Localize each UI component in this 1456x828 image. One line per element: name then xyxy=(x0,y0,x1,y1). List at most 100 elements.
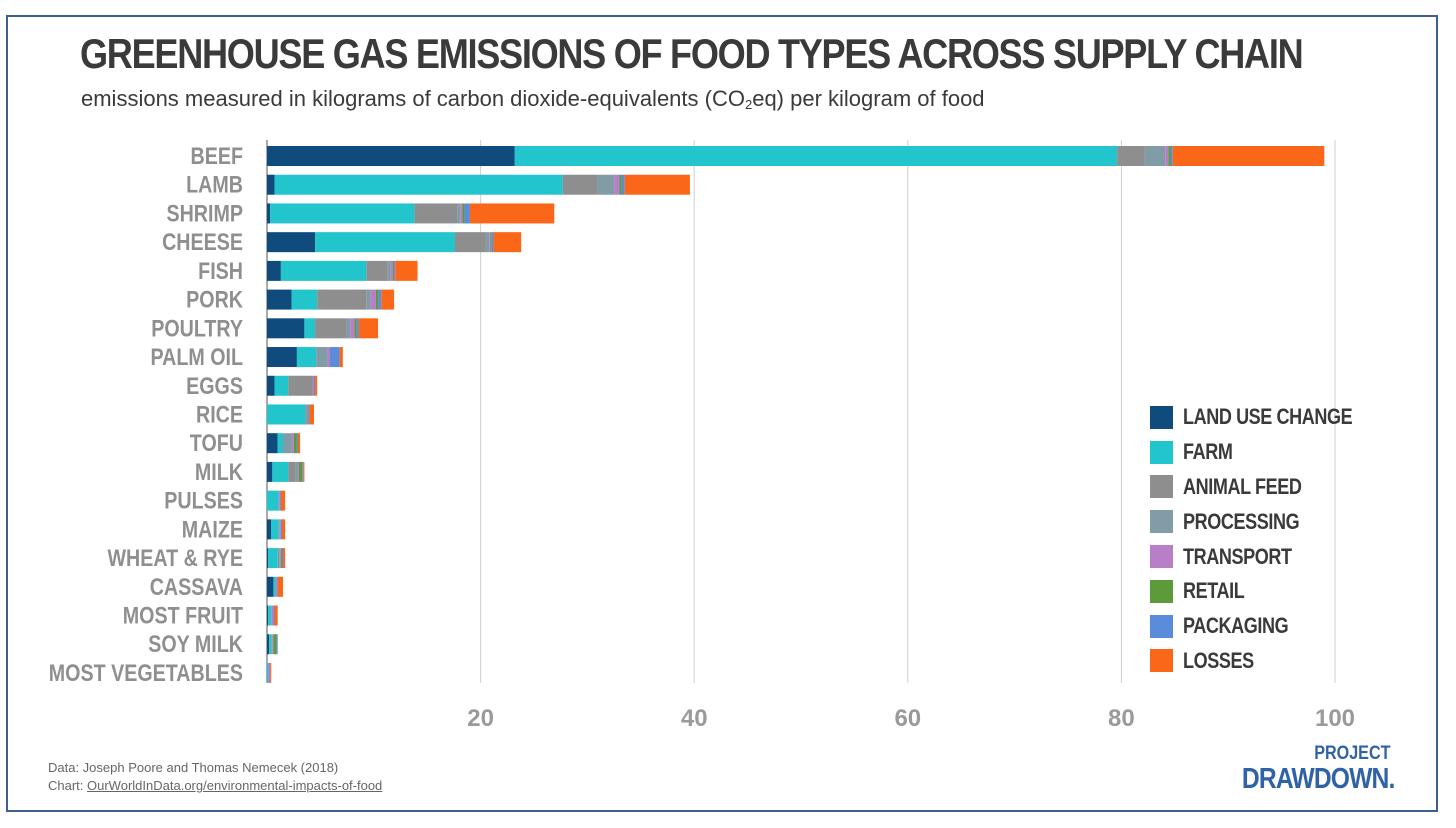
bar-segment xyxy=(358,318,379,339)
bar-segment xyxy=(267,433,278,454)
bar-segment xyxy=(299,461,303,482)
bar-segment xyxy=(1117,146,1145,166)
bar-segment xyxy=(288,375,313,396)
bar-segment xyxy=(381,289,395,310)
bar-segment xyxy=(275,576,277,597)
x-tick-label: 80 xyxy=(1108,705,1135,732)
bar-segment xyxy=(485,232,490,253)
bar-segment xyxy=(366,289,371,310)
bar-segment xyxy=(370,289,376,310)
bar-segment xyxy=(414,203,458,224)
chart-source: Chart: OurWorldInData.org/environmental-… xyxy=(48,777,382,795)
bar-segment xyxy=(493,232,522,253)
bar-segment xyxy=(267,174,275,195)
legend-item: ANIMAL FEED xyxy=(1150,470,1389,505)
bar-segment xyxy=(390,260,394,281)
bar-segment xyxy=(624,174,690,195)
bar-segment xyxy=(291,289,318,310)
bar-segment xyxy=(317,289,367,310)
y-category-label: RICE xyxy=(196,401,243,428)
bar-segment xyxy=(378,289,382,310)
legend-label: PACKAGING xyxy=(1183,613,1289,639)
bar-segment xyxy=(454,232,486,253)
bar-segment xyxy=(296,347,317,368)
chart-subtitle: emissions measured in kilograms of carbo… xyxy=(81,86,985,112)
chart-source-prefix: Chart: xyxy=(48,778,88,793)
bar-segment xyxy=(514,146,1118,166)
bar-segment xyxy=(366,260,388,281)
y-category-label: CHEESE xyxy=(162,228,243,255)
legend-item: TRANSPORT xyxy=(1150,539,1389,574)
bar-segment xyxy=(346,318,351,339)
bar-segment xyxy=(315,318,347,339)
bar-segment xyxy=(312,375,314,396)
bar-segment xyxy=(315,375,318,396)
y-category-label: EGGS xyxy=(186,372,243,399)
legend-swatch xyxy=(1150,579,1173,603)
bar-segment xyxy=(273,605,275,626)
bar-segment xyxy=(281,548,284,569)
y-category-label: POULTRY xyxy=(151,314,243,341)
bar-segment xyxy=(267,347,297,368)
x-tick-label: 40 xyxy=(681,705,708,732)
bar-segment xyxy=(267,404,306,425)
bar-segment xyxy=(267,490,279,511)
bar-segment xyxy=(277,576,284,597)
y-category-label: SOY MILK xyxy=(148,630,243,657)
y-category-label: PALM OIL xyxy=(150,343,243,370)
bar-segment xyxy=(273,634,277,655)
bar-segment xyxy=(313,375,316,396)
bar-segment xyxy=(303,461,305,482)
bar-segment xyxy=(305,404,307,425)
bar-segment xyxy=(307,404,309,425)
logo-line-drawdown: DRAWDOWN. xyxy=(1241,763,1394,795)
y-category-label: WHEAT & RYE xyxy=(107,544,243,571)
bar-segment xyxy=(464,203,470,224)
chart-source-link[interactable]: OurWorldInData.org/environmental-impacts… xyxy=(87,778,383,793)
bar-segment xyxy=(1144,146,1166,166)
bar-segment xyxy=(279,548,281,569)
legend-swatch xyxy=(1150,475,1173,499)
bar-segment xyxy=(1172,146,1325,166)
bar-segment xyxy=(1170,146,1173,166)
bar-segment xyxy=(291,433,294,454)
bar-segment xyxy=(268,548,278,569)
legend-label: RETAIL xyxy=(1183,578,1245,604)
bar-segment xyxy=(267,576,274,597)
bar-segment xyxy=(267,318,305,339)
bar-segment xyxy=(614,174,620,195)
bar-segment xyxy=(350,318,355,339)
bar-segment xyxy=(296,433,298,454)
subtitle-text-pre: emissions measured in kilograms of carbo… xyxy=(81,86,745,111)
y-category-label: FISH xyxy=(198,257,243,284)
bar-segment xyxy=(267,519,272,540)
project-drawdown-logo: PROJECT DRAWDOWN. xyxy=(1215,744,1394,794)
bar-segment xyxy=(469,203,555,224)
bar-segment xyxy=(267,203,271,224)
bar-segment xyxy=(268,605,272,626)
legend-swatch xyxy=(1150,405,1173,429)
bar-segment xyxy=(387,260,391,281)
legend-swatch xyxy=(1150,649,1173,673)
legend-swatch xyxy=(1150,510,1173,534)
y-category-label: MOST VEGETABLES xyxy=(49,659,243,686)
bar-segment xyxy=(272,634,274,655)
bar-segment xyxy=(490,232,492,253)
bar-segment xyxy=(267,289,292,310)
bar-segment xyxy=(280,548,282,569)
bar-segment xyxy=(283,433,292,454)
y-category-label: MILK xyxy=(195,458,243,485)
bar-segment xyxy=(1165,146,1169,166)
legend-label: FARM xyxy=(1183,439,1233,465)
y-category-label: CASSAVA xyxy=(150,573,243,600)
bar-segment xyxy=(270,203,415,224)
legend-item: LOSSES xyxy=(1150,644,1389,679)
legend-item: LAND USE CHANGE xyxy=(1150,400,1389,435)
legend-label: ANIMAL FEED xyxy=(1183,473,1302,499)
bar-segment xyxy=(267,662,269,683)
y-category-label: MAIZE xyxy=(182,515,243,542)
y-category-label: MOST FRUIT xyxy=(123,602,244,629)
bar-segment xyxy=(619,174,622,195)
bar-segment xyxy=(393,260,395,281)
legend-label: LOSSES xyxy=(1183,647,1254,673)
